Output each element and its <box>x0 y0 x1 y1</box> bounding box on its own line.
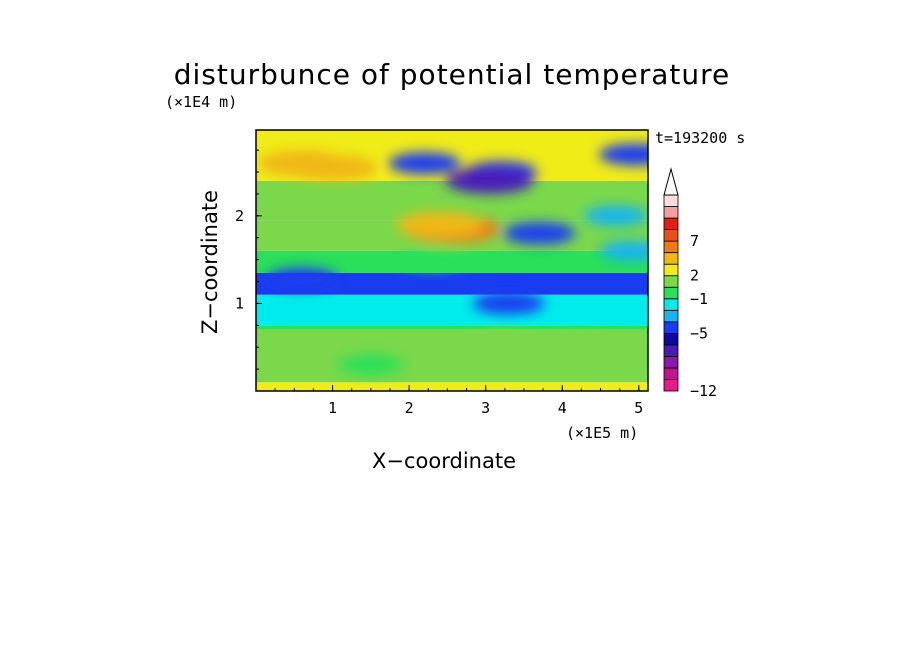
field-band <box>256 382 648 391</box>
plot-frame <box>255 129 649 392</box>
x-tick-label: 5 <box>634 399 643 417</box>
colorbar-label: −12 <box>690 382 717 400</box>
colorbar-segment <box>663 356 679 369</box>
colorbar-label: 2 <box>690 267 699 285</box>
x-unit-label: (×1E5 m) <box>566 424 639 442</box>
axes: 1 2 3 4 5 1 2 <box>235 149 643 417</box>
y-tick-label: 1 <box>235 294 244 312</box>
colorbar-segment <box>663 206 679 219</box>
colorbar-segment <box>663 321 679 334</box>
x-tick-label: 1 <box>328 399 337 417</box>
colorbar-segment <box>663 263 679 277</box>
colorbar-segment <box>663 367 679 380</box>
colorbar-segment <box>663 298 679 311</box>
field-feature <box>583 205 648 226</box>
colorbar-segment <box>663 240 679 254</box>
colorbar-segment <box>663 344 679 357</box>
time-label: t=193200 s <box>655 129 746 147</box>
x-tick-label: 2 <box>405 399 414 417</box>
field-feature <box>599 240 648 261</box>
contour-field <box>256 130 648 391</box>
field-feature <box>541 336 614 359</box>
colorbar-label: −1 <box>690 290 708 308</box>
field-feature <box>445 167 534 194</box>
colorbar-segment <box>663 252 679 265</box>
colorbar-segment <box>663 194 679 207</box>
y-unit-label: (×1E4 m) <box>165 93 238 111</box>
field-features <box>257 143 648 375</box>
chart-title: disturbunce of potential temperature <box>173 58 731 91</box>
colorbar-segment <box>663 379 679 392</box>
field-feature <box>265 267 338 290</box>
field-band <box>256 294 648 326</box>
field-feature <box>395 211 484 238</box>
field-feature <box>400 249 465 270</box>
field-feature <box>598 143 648 166</box>
colorbar-label: −5 <box>690 324 708 342</box>
field-feature <box>338 354 403 375</box>
field-feature <box>472 292 545 315</box>
field-feature <box>503 222 576 245</box>
colorbar-segment <box>663 309 679 323</box>
field-feature <box>257 150 346 177</box>
x-axis-label: X−coordinate <box>372 449 516 473</box>
colorbar: 7 2 −1 −5 −12 <box>663 167 717 400</box>
colorbar-label: 7 <box>690 232 699 250</box>
y-tick-label: 2 <box>235 207 244 225</box>
field-band <box>256 272 648 295</box>
x-tick-label: 3 <box>481 399 490 417</box>
field-band <box>256 325 648 330</box>
colorbar-segment <box>663 332 679 346</box>
x-tick-label: 4 <box>558 399 567 417</box>
field-feature <box>388 152 461 175</box>
colorbar-segment <box>663 275 679 288</box>
field-feature <box>465 331 537 354</box>
colorbar-segment <box>663 217 679 230</box>
colorbar-segment <box>663 229 679 242</box>
colorbar-segment <box>663 286 679 300</box>
colorbar-extend-arrow <box>663 167 679 196</box>
